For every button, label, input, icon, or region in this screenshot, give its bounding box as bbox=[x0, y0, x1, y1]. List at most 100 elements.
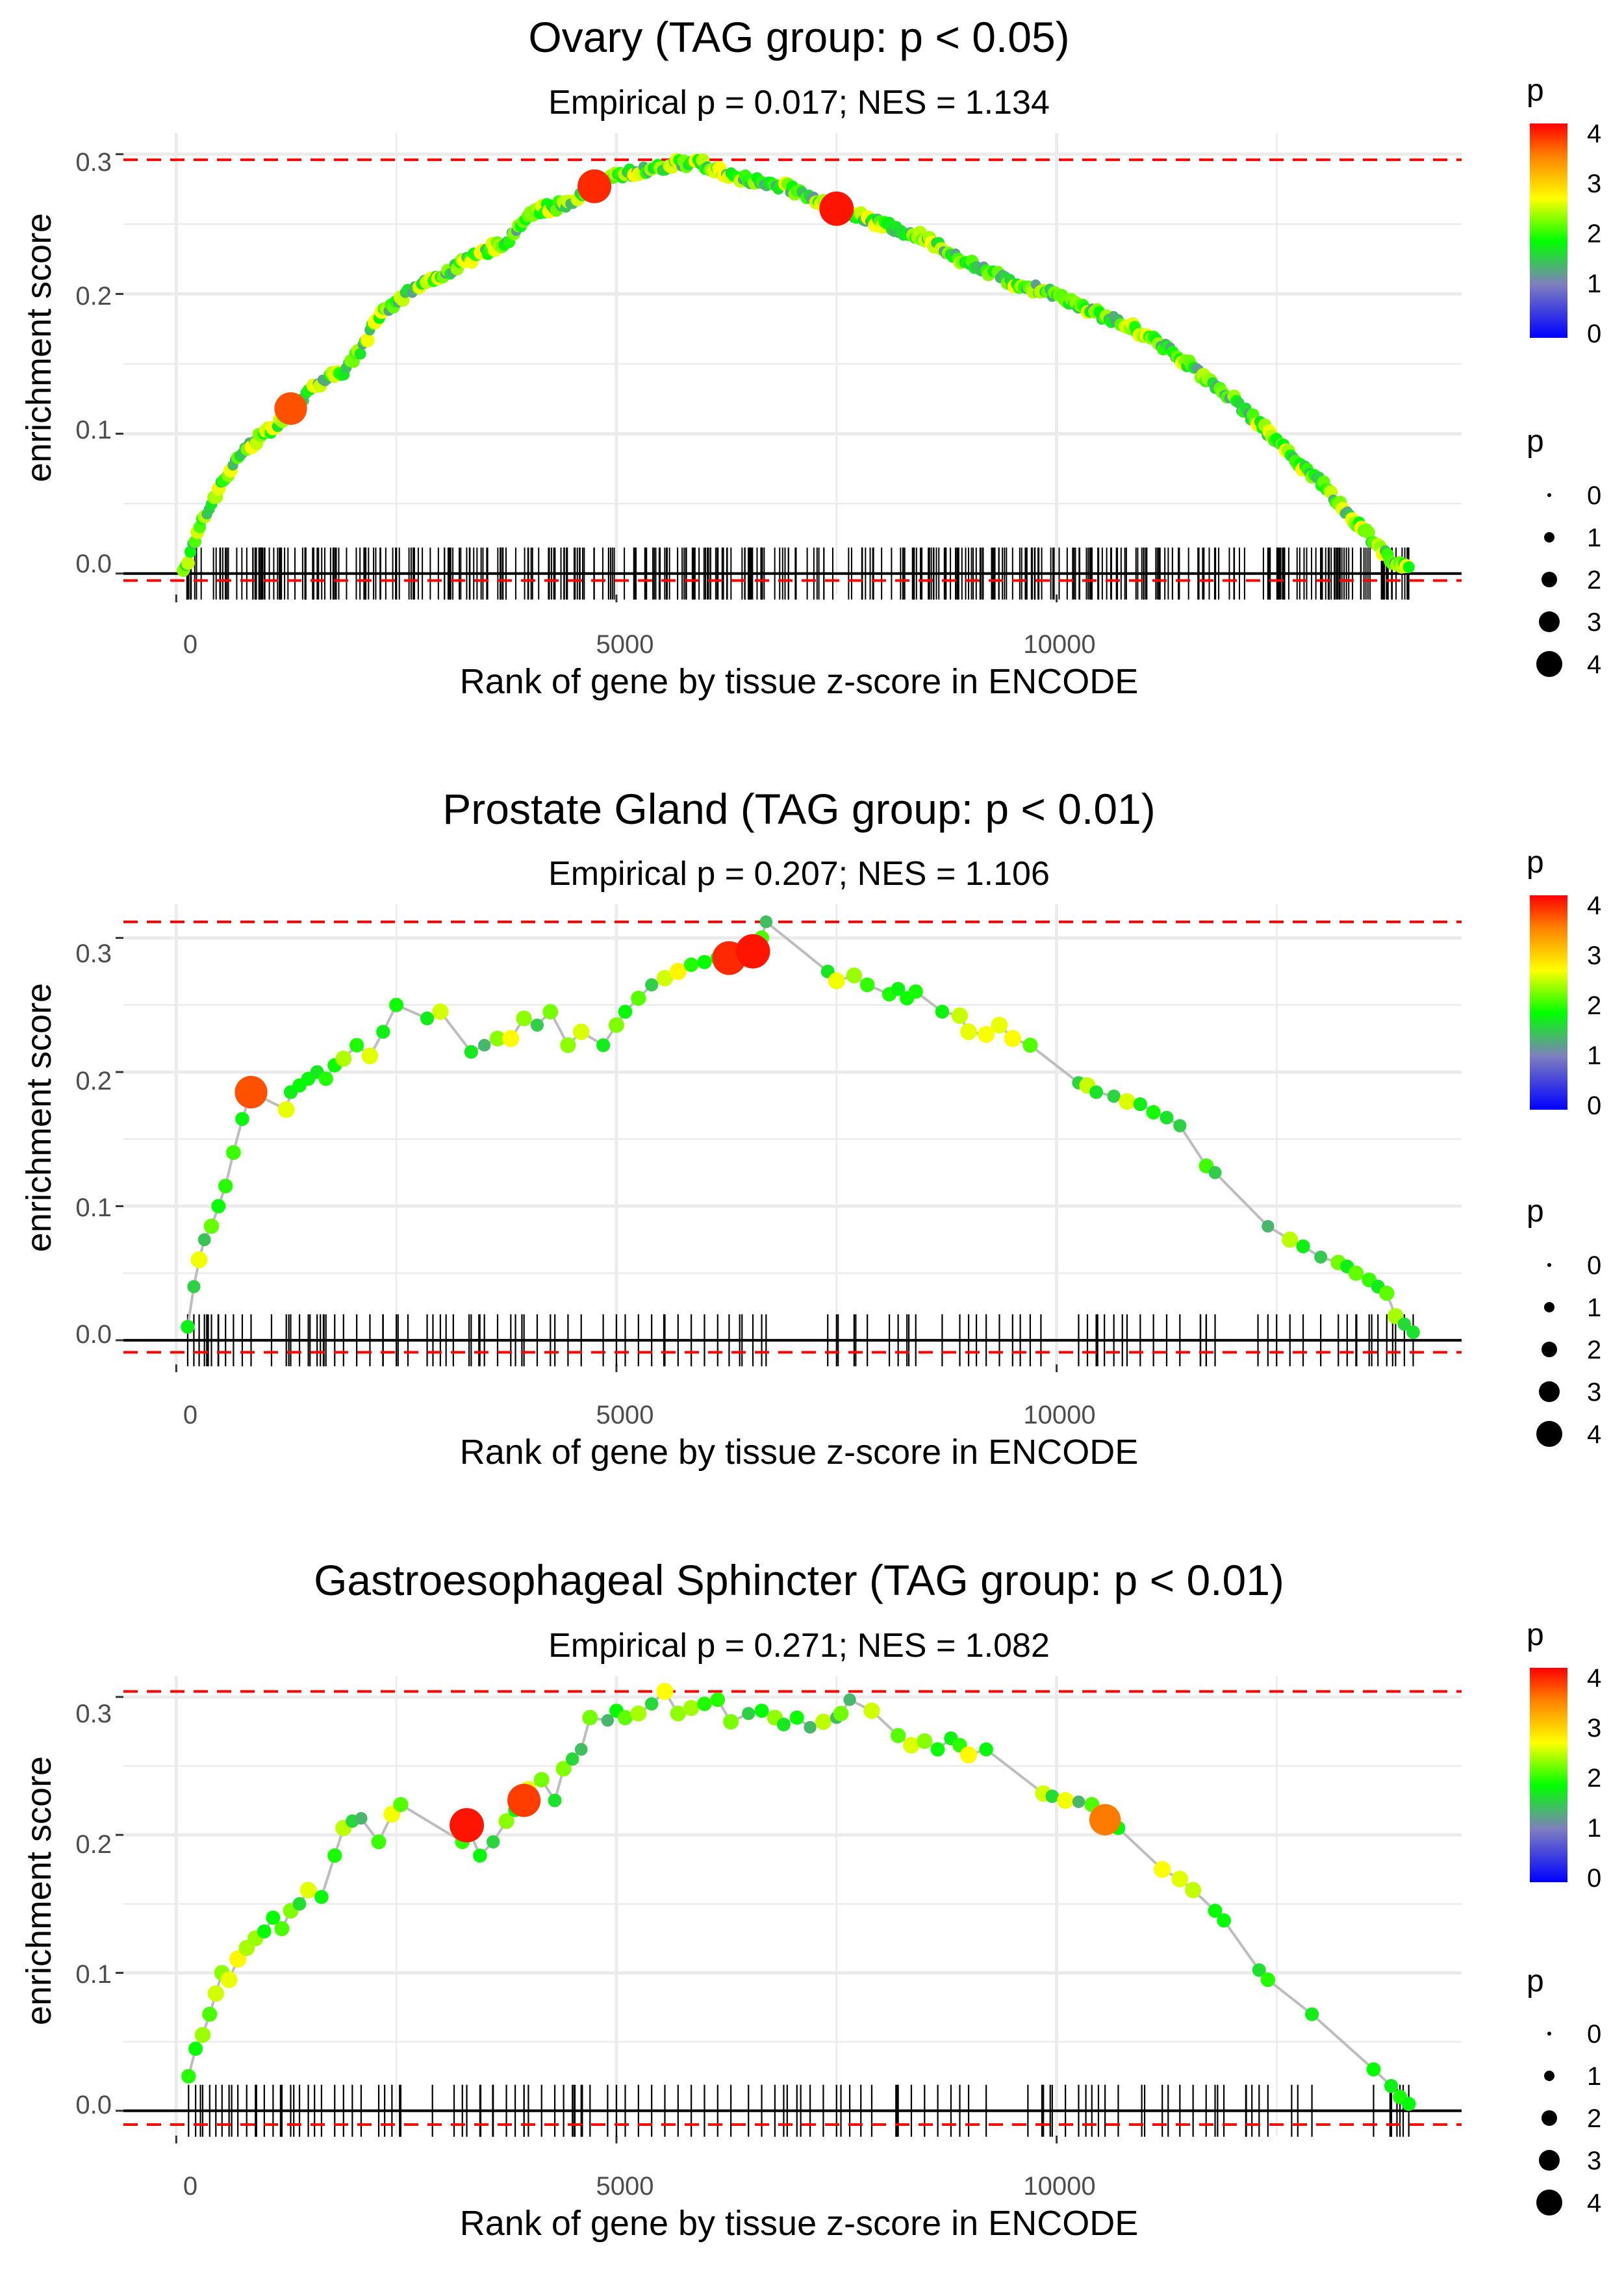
legend-label: 3 bbox=[1587, 1714, 1601, 1743]
legend-label: 3 bbox=[1587, 1378, 1601, 1407]
gene-point bbox=[533, 1772, 550, 1788]
gene-point bbox=[464, 1045, 478, 1059]
gene-point bbox=[376, 1025, 390, 1039]
gene-point bbox=[516, 1010, 532, 1027]
legend-size: p 0 1 2 3 4 bbox=[1527, 1194, 1601, 1449]
gene-point bbox=[656, 969, 674, 987]
gene-point bbox=[360, 333, 375, 348]
gene-point bbox=[498, 1813, 514, 1830]
legend-size: p 0 1 2 3 4 bbox=[1527, 1964, 1601, 2217]
gene-point bbox=[859, 977, 875, 993]
gene-point bbox=[1260, 1972, 1276, 1987]
chart-title: Gastroesophageal Sphincter (TAG group: p… bbox=[314, 1556, 1284, 1604]
gene-point bbox=[355, 1812, 368, 1825]
gene-point bbox=[1089, 1085, 1104, 1099]
panel-ovary: Ovary (TAG group: p < 0.05) Empirical p … bbox=[19, 13, 1601, 701]
gene-point bbox=[1057, 1792, 1074, 1809]
gene-point bbox=[335, 1050, 352, 1067]
gene-point bbox=[299, 1882, 317, 1898]
gene-point bbox=[181, 556, 195, 570]
size-key bbox=[1547, 2032, 1551, 2036]
gene-point bbox=[804, 1720, 817, 1734]
y-tick-label: 0.2 bbox=[75, 1067, 112, 1095]
x-tick-label: 0 bbox=[183, 1401, 197, 1429]
gene-point bbox=[1022, 1038, 1038, 1053]
gene-point bbox=[1401, 2097, 1416, 2111]
gene-point bbox=[1406, 1325, 1420, 1339]
gene-point bbox=[723, 1714, 739, 1730]
x-axis-label: Rank of gene by tissue z-score in ENCODE bbox=[460, 1433, 1138, 1472]
gene-point bbox=[530, 1018, 544, 1032]
legend-label: 2 bbox=[1587, 220, 1601, 248]
color-bar bbox=[1530, 123, 1567, 338]
gene-point bbox=[1366, 2062, 1381, 2077]
size-key bbox=[1539, 611, 1560, 632]
x-tick-label: 5000 bbox=[596, 1401, 654, 1429]
y-tick-label: 0.3 bbox=[75, 148, 112, 177]
legend-label: 3 bbox=[1587, 608, 1601, 637]
legend-label: 3 bbox=[1587, 170, 1601, 198]
gene-point bbox=[574, 1743, 588, 1756]
legend-label: 1 bbox=[1587, 1041, 1601, 1070]
legend-label: 4 bbox=[1587, 650, 1601, 679]
gene-point bbox=[930, 1742, 945, 1757]
gene-point bbox=[203, 1218, 220, 1234]
y-tick-label: 0.2 bbox=[75, 282, 112, 311]
gene-point bbox=[596, 1038, 611, 1053]
size-key bbox=[1539, 2150, 1560, 2171]
size-key bbox=[1542, 572, 1557, 587]
highlight-point bbox=[819, 191, 854, 226]
gene-point bbox=[645, 978, 659, 991]
legend-label: 0 bbox=[1587, 481, 1601, 510]
gene-point bbox=[1305, 2007, 1319, 2021]
x-tick-label: 5000 bbox=[596, 2172, 654, 2201]
x-axis-label: Rank of gene by tissue z-score in ENCODE bbox=[460, 662, 1138, 701]
legend-label: 4 bbox=[1587, 120, 1601, 148]
gene-point bbox=[863, 1702, 880, 1719]
color-bar bbox=[1530, 895, 1567, 1110]
gene-point bbox=[432, 1003, 449, 1020]
legend-color: p 4 3 2 1 0 bbox=[1527, 1618, 1601, 1893]
legend-title: p bbox=[1527, 73, 1544, 108]
gene-point bbox=[815, 1713, 831, 1730]
size-key bbox=[1547, 1263, 1551, 1267]
gene-point bbox=[1208, 1166, 1222, 1179]
legend-title: p bbox=[1527, 424, 1544, 459]
size-key bbox=[1536, 651, 1562, 677]
gene-point bbox=[187, 1280, 201, 1294]
gene-point bbox=[630, 1706, 647, 1722]
legend-label: 3 bbox=[1587, 941, 1601, 970]
gene-point bbox=[846, 967, 863, 984]
gene-point bbox=[843, 1693, 856, 1706]
gene-point bbox=[489, 1030, 506, 1047]
gene-point bbox=[789, 1710, 804, 1725]
gene-point bbox=[742, 1707, 755, 1720]
gene-point bbox=[266, 1910, 281, 1925]
gene-point bbox=[1045, 1789, 1059, 1804]
highlight-point bbox=[274, 392, 307, 425]
gene-point bbox=[670, 1706, 686, 1722]
size-key bbox=[1542, 1342, 1557, 1357]
gene-point bbox=[354, 348, 366, 360]
gene-point bbox=[560, 1037, 576, 1053]
gene-point bbox=[181, 1320, 195, 1334]
gene-point bbox=[1252, 1963, 1266, 1977]
legend-label: 1 bbox=[1587, 2062, 1601, 2091]
gene-point bbox=[218, 1179, 233, 1194]
legend-label: 1 bbox=[1587, 1294, 1601, 1322]
legend-label: 0 bbox=[1587, 320, 1601, 348]
gene-point bbox=[229, 1950, 247, 1968]
gene-point bbox=[1173, 1119, 1187, 1132]
gene-point bbox=[235, 1112, 249, 1127]
gene-point bbox=[991, 1016, 1008, 1034]
panel-gastroesophageal-sphincter: Gastroesophageal Sphincter (TAG group: p… bbox=[19, 1556, 1601, 2243]
gene-point bbox=[1171, 1871, 1189, 1887]
highlight-point bbox=[235, 1075, 268, 1109]
gene-point bbox=[190, 1251, 208, 1268]
legend-label: 0 bbox=[1587, 1251, 1601, 1280]
gene-point bbox=[1397, 1317, 1412, 1331]
legend-label: 0 bbox=[1587, 2020, 1601, 2049]
legend-title: p bbox=[1527, 845, 1544, 880]
gene-point bbox=[565, 1752, 579, 1766]
size-key bbox=[1542, 2110, 1557, 2126]
